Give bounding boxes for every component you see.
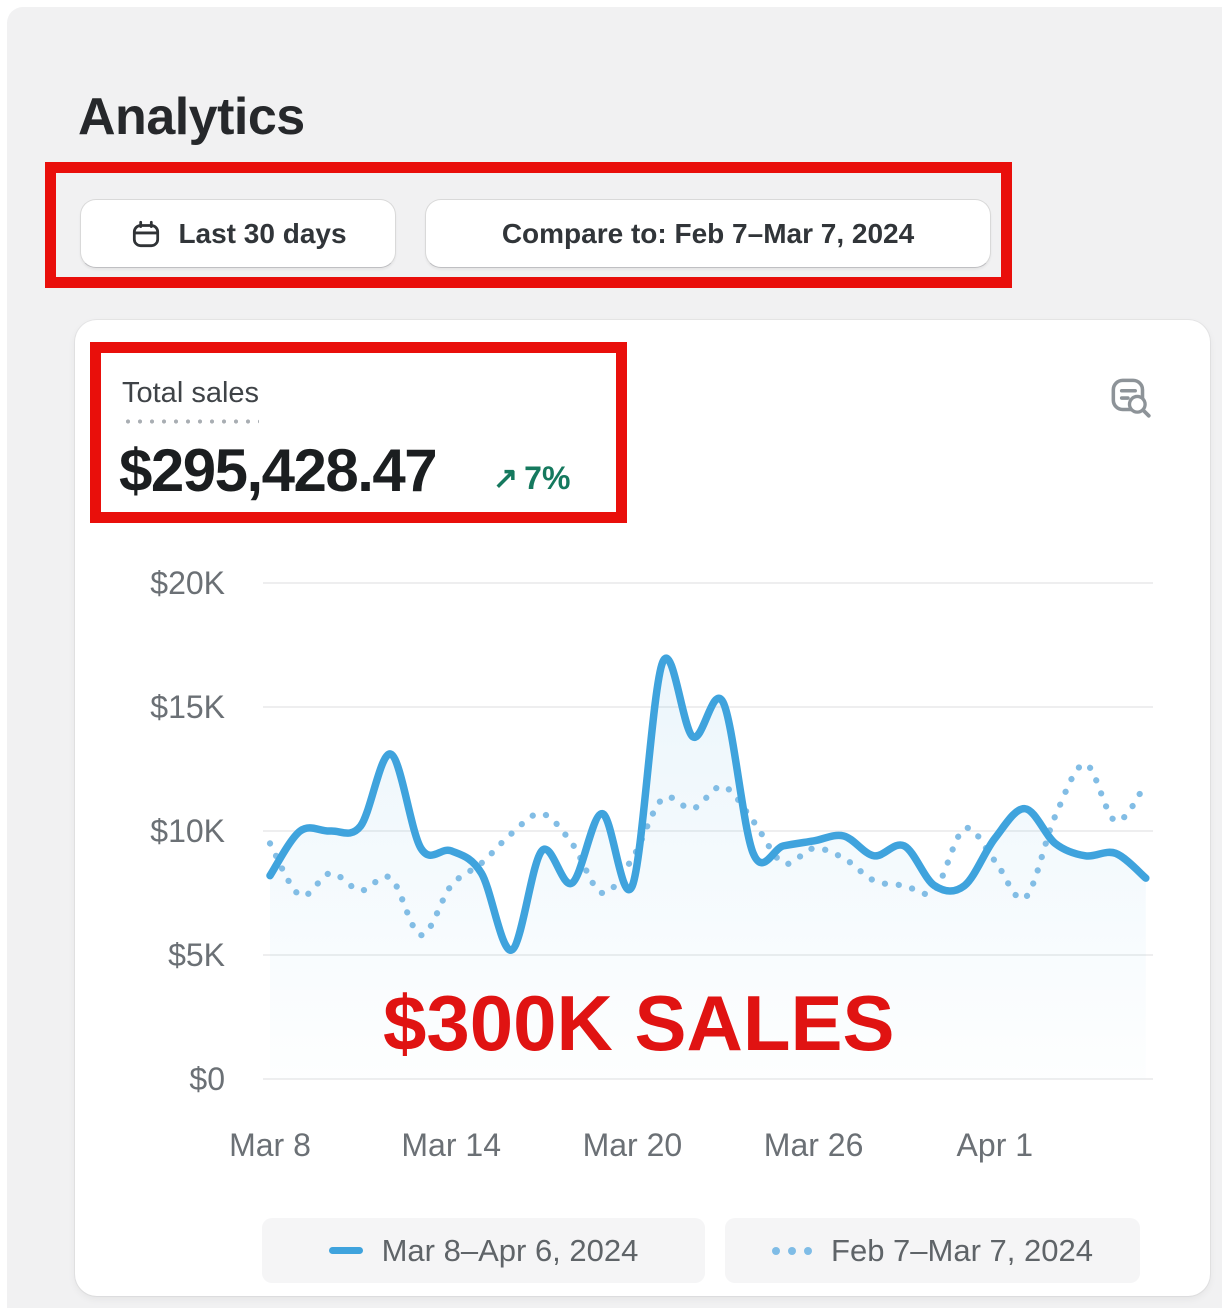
page-title: Analytics (78, 87, 305, 146)
total-sales-card: Total sales $295,428.47 ↗ 7% $0 $5K $10K $1… (75, 320, 1210, 1296)
legend-item-previous-period: Feb 7–Mar 7, 2024 (725, 1218, 1140, 1283)
legend-label-previous: Feb 7–Mar 7, 2024 (831, 1232, 1093, 1268)
metric-delta: ↗ 7% (493, 460, 570, 497)
x-tick-label: Apr 1 (957, 1127, 1033, 1163)
calendar-icon (129, 217, 163, 251)
y-tick-label: $5K (168, 937, 225, 973)
solid-line-swatch-icon (328, 1247, 363, 1254)
metric-delta-value: 7% (524, 460, 571, 496)
previous-period-line (266, 760, 1149, 939)
legend-label-current: Mar 8–Apr 6, 2024 (381, 1232, 639, 1268)
metric-label[interactable]: Total sales (122, 377, 260, 424)
y-tick-label: $0 (189, 1061, 225, 1097)
x-tick-label: Mar 14 (401, 1127, 501, 1163)
date-range-button[interactable]: Last 30 days (80, 199, 396, 268)
legend-item-current-period: Mar 8–Apr 6, 2024 (262, 1218, 705, 1283)
sales-annotation-text: $300K SALES (383, 979, 895, 1067)
view-report-button[interactable] (1103, 370, 1157, 424)
x-tick-label: Mar 20 (583, 1127, 683, 1163)
trend-up-arrow-icon: ↗ (493, 462, 519, 495)
dotted-line-swatch-icon (772, 1246, 813, 1255)
x-tick-label: Mar 26 (764, 1127, 864, 1163)
x-axis-labels: Mar 8 Mar 14 Mar 20 Mar 26 Apr 1 (229, 1127, 1033, 1163)
current-period-line (266, 654, 1150, 954)
y-tick-label: $10K (150, 813, 225, 849)
y-axis-labels: $0 $5K $10K $15K $20K (150, 565, 225, 1097)
y-tick-label: $15K (150, 689, 225, 725)
date-range-label: Last 30 days (178, 217, 347, 249)
x-tick-label: Mar 8 (229, 1127, 311, 1163)
gridlines (263, 582, 1153, 1080)
compare-to-button[interactable]: Compare to: Feb 7–Mar 7, 2024 (425, 199, 991, 268)
current-period-area (270, 658, 1146, 1079)
metric-value: $295,428.47 (119, 437, 438, 504)
compare-to-label: Compare to: Feb 7–Mar 7, 2024 (501, 217, 915, 249)
report-search-icon (1105, 372, 1155, 422)
y-tick-label: $20K (150, 565, 225, 601)
